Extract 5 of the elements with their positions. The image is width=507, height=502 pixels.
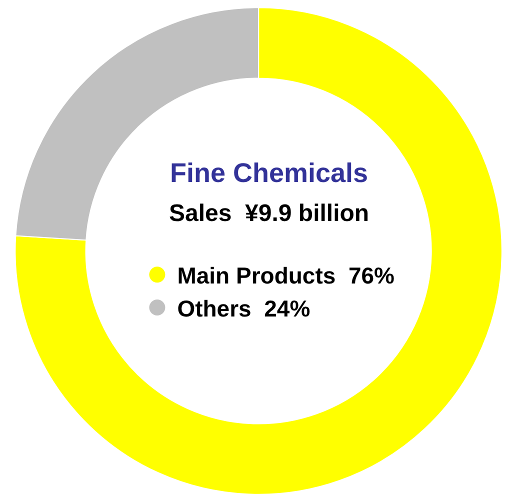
- text: Sales ¥9.9 billion: [169, 200, 370, 227]
- legend-label: Main Products 76%: [177, 262, 394, 289]
- donut-slice: [15, 7, 502, 495]
- text: Fine Chemicals: [170, 158, 368, 188]
- legend-label: Others 24%: [177, 295, 310, 322]
